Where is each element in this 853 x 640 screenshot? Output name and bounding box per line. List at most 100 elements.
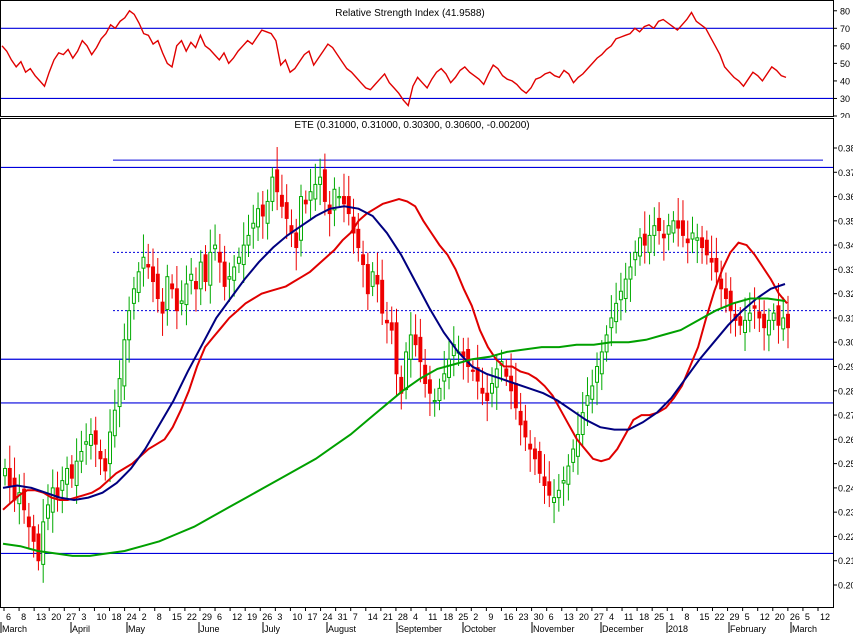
price-y-tick-label: 0.29 [838,362,853,372]
price-candle-body [136,271,141,293]
rsi-y-tick-label: 40 [840,76,850,86]
price-y-tick-label: 0.34 [838,241,853,251]
price-candle-body [213,244,218,250]
price-candle-body [485,392,490,401]
x-day-label: 29 [730,612,740,622]
price-candle-body [170,283,175,290]
price-candle-body [389,322,394,331]
price-candle-body [528,443,533,450]
price-candle-body [236,256,241,264]
x-day-label: 18 [443,612,453,622]
price-candle-body [762,313,767,329]
rsi-panel: Relative Strength Index (41.9588) 20 30 40… [0,0,850,118]
x-day-label: 27 [594,612,604,622]
price-candle-body [786,313,790,329]
price-candle-body [413,334,418,346]
x-day-label: 20 [579,612,589,622]
x-day-label: 1 [669,612,674,622]
x-day-label: 12 [820,612,830,622]
price-candle-body [719,278,724,290]
x-day-label: 2 [473,612,478,622]
price-candle-body [346,196,351,215]
price-candle-body [747,312,752,321]
price-candle-body [599,351,604,375]
price-candle-body [313,183,318,200]
price-y-tick-label: 0.30 [838,338,853,348]
price-candle-body [41,521,46,565]
price-candle-body [504,368,509,377]
price-candle-body [112,409,117,437]
x-month-label: February [730,624,767,634]
price-candle-body [241,244,246,266]
x-month-label: March [2,624,27,634]
x-day-label: 29 [202,612,212,622]
price-y-tick-label: 0.32 [838,289,853,299]
price-candle-body [284,202,289,219]
price-candle-body [700,237,705,249]
x-day-label: 18 [112,612,122,622]
price-candle-body [256,208,261,228]
price-candle-body [709,257,714,263]
price-candle-body [408,334,413,360]
price-y-tick-label: 0.31 [838,313,853,323]
price-candle-body [590,385,595,400]
price-candle-body [571,448,576,463]
price-candle-body [427,379,432,394]
x-day-label: 28 [398,612,408,622]
price-candle-body [676,220,681,229]
price-candle-body [714,257,719,273]
x-day-label: 12 [760,612,770,622]
price-candle-body [470,369,475,372]
price-candle-body [618,290,623,301]
price-candle-body [194,281,198,290]
price-candle-body [179,300,184,304]
price-candle-body [595,366,599,383]
price-candle-body [690,232,695,240]
price-candle-body [151,266,155,283]
price-candle-body [633,251,638,261]
price-candle-body [642,233,647,246]
price-candle-body [17,492,22,505]
price-candle-body [160,301,165,314]
price-y-tick-label: 0.38 [838,144,853,154]
price-candle-body [69,464,74,479]
x-day-label: 3 [277,612,282,622]
rsi-title: Relative Strength Index (41.9588) [335,8,485,19]
price-candle-body [404,351,409,391]
price-candle-body [609,317,614,329]
price-candle-body [50,487,55,513]
price-candle-body [184,283,189,306]
price-candle-body [122,339,127,387]
price-candle-body [299,196,303,241]
x-month-label: 2018 [668,624,688,634]
price-ma-slow-line [2,297,786,557]
price-panel: ETE (0.31000, 0.31000, 0.30300, 0.30600,… [0,118,853,634]
price-candle-body [3,467,7,477]
x-month-label: October [464,624,496,634]
x-day-label: 7 [353,612,358,622]
price-candle-body [704,239,709,256]
price-candle-body [723,288,728,300]
price-candle-body [127,310,132,341]
price-candle-body [361,254,366,266]
price-candle-body [561,480,566,484]
price-candle-body [22,488,27,511]
price-candle-body [217,251,222,263]
price-ma-mid-line [2,205,786,502]
rsi-y-tick-label: 80 [840,6,850,16]
x-day-label: 9 [488,612,493,622]
x-day-label: 25 [458,612,468,622]
price-candle-body [394,322,399,375]
price-candle-body [45,504,50,519]
price-candle-body [638,237,642,257]
price-candle-body [198,261,203,290]
rsi-y-tick-label: 50 [840,59,850,69]
x-day-label: 25 [654,612,664,622]
x-month-label: May [128,624,146,634]
x-day-label: 10 [96,612,106,622]
price-candle-body [232,266,237,281]
x-day-label: 20 [51,612,61,622]
x-day-label: 5 [805,612,810,622]
price-candle-body [480,387,485,394]
price-candle-body [623,278,628,300]
